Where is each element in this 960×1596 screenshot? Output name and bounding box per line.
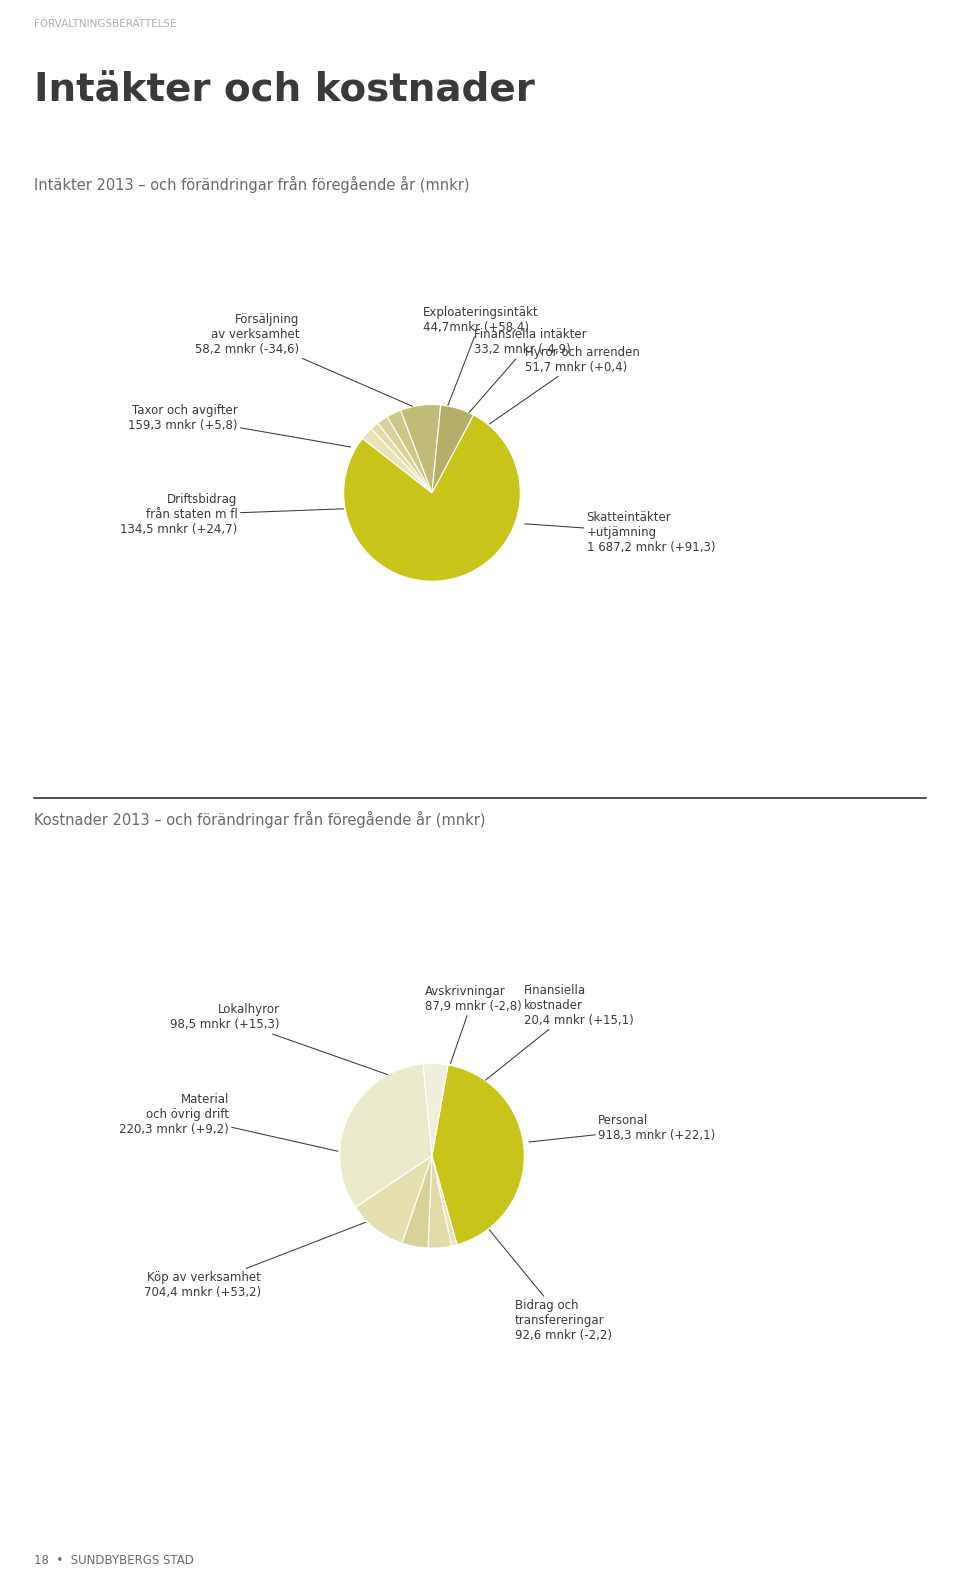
Wedge shape <box>428 1156 451 1248</box>
Wedge shape <box>432 1156 457 1246</box>
Text: Driftsbidrag
från staten m fl
134,5 mnkr (+24,7): Driftsbidrag från staten m fl 134,5 mnkr… <box>120 493 344 536</box>
Wedge shape <box>423 1063 448 1156</box>
Text: Försäljning
av verksamhet
58,2 mnkr (-34,6): Försäljning av verksamhet 58,2 mnkr (-34… <box>196 313 413 407</box>
Text: Hyror och arrenden
51,7 mnkr (+0,4): Hyror och arrenden 51,7 mnkr (+0,4) <box>490 346 639 425</box>
Text: Material
och övrig drift
220,3 mnkr (+9,2): Material och övrig drift 220,3 mnkr (+9,… <box>119 1093 338 1151</box>
Text: Bidrag och
transfereringar
92,6 mnkr (-2,2): Bidrag och transfereringar 92,6 mnkr (-2… <box>490 1229 612 1342</box>
Wedge shape <box>432 405 473 493</box>
Text: Finansiella intäkter
33,2 mnkr (-4,9): Finansiella intäkter 33,2 mnkr (-4,9) <box>469 329 587 412</box>
Wedge shape <box>372 423 432 493</box>
Text: Intäkter 2013 – och förändringar från föregående år (mnkr): Intäkter 2013 – och förändringar från fö… <box>34 176 469 193</box>
Text: Taxor och avgifter
159,3 mnkr (+5,8): Taxor och avgifter 159,3 mnkr (+5,8) <box>129 404 350 447</box>
Text: 18  •  SUNDBYBERGS STAD: 18 • SUNDBYBERGS STAD <box>34 1555 194 1567</box>
Wedge shape <box>340 1065 432 1207</box>
Text: Skatteintäkter
+utjämning
1 687,2 mnkr (+91,3): Skatteintäkter +utjämning 1 687,2 mnkr (… <box>525 511 715 554</box>
Text: FÖRVALTNINGSBERÄTTELSE: FÖRVALTNINGSBERÄTTELSE <box>34 19 176 29</box>
Wedge shape <box>387 410 432 493</box>
Text: Köp av verksamhet
704,4 mnkr (+53,2): Köp av verksamhet 704,4 mnkr (+53,2) <box>144 1223 366 1299</box>
Text: Kostnader 2013 – och förändringar från föregående år (mnkr): Kostnader 2013 – och förändringar från f… <box>34 811 485 828</box>
Text: Lokalhyror
98,5 mnkr (+15,3): Lokalhyror 98,5 mnkr (+15,3) <box>170 1004 388 1074</box>
Wedge shape <box>402 1156 432 1248</box>
Wedge shape <box>378 417 432 493</box>
Text: Avskrivningar
87,9 mnkr (-2,8): Avskrivningar 87,9 mnkr (-2,8) <box>424 985 521 1063</box>
Wedge shape <box>363 429 432 493</box>
Wedge shape <box>432 1065 524 1245</box>
Text: Exploateringsintäkt
44,7mnkr (+58,4): Exploateringsintäkt 44,7mnkr (+58,4) <box>423 306 539 405</box>
Text: Finansiella
kostnader
20,4 mnkr (+15,1): Finansiella kostnader 20,4 mnkr (+15,1) <box>486 983 634 1080</box>
Text: Personal
918,3 mnkr (+22,1): Personal 918,3 mnkr (+22,1) <box>529 1114 715 1143</box>
Wedge shape <box>400 404 441 493</box>
Wedge shape <box>344 415 520 581</box>
Wedge shape <box>355 1156 432 1243</box>
Text: Intäkter och kostnader: Intäkter och kostnader <box>34 72 535 110</box>
